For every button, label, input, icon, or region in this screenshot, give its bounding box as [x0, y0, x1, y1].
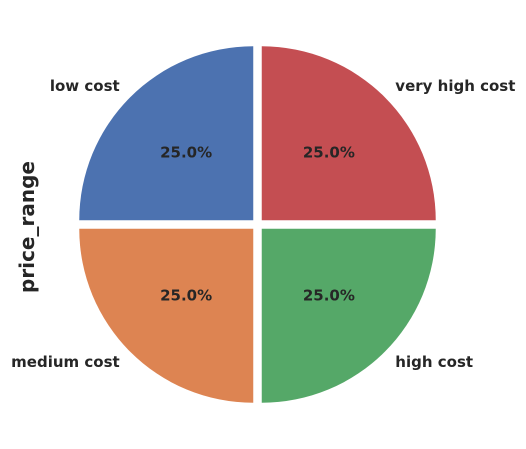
pie-slice-medium-cost	[79, 228, 254, 403]
pie-slice-high-cost	[261, 228, 436, 403]
slice-percent-label: 25.0%	[303, 144, 355, 162]
slice-label: low cost	[50, 77, 120, 95]
slice-percent-label: 25.0%	[160, 144, 212, 162]
y-axis-label: price_range	[15, 161, 39, 293]
slice-label: medium cost	[11, 353, 120, 371]
pie-slice-low-cost	[79, 46, 254, 221]
slice-label: high cost	[395, 353, 473, 371]
slice-percent-label: 25.0%	[303, 286, 355, 304]
slice-label: very high cost	[395, 77, 515, 95]
slice-percent-label: 25.0%	[160, 286, 212, 304]
pie-labels: low cost 25.0% medium cost 25.0% high cost 25…	[11, 77, 515, 371]
pie-slices	[79, 46, 436, 403]
pie-slice-very-high-cost	[261, 46, 436, 221]
